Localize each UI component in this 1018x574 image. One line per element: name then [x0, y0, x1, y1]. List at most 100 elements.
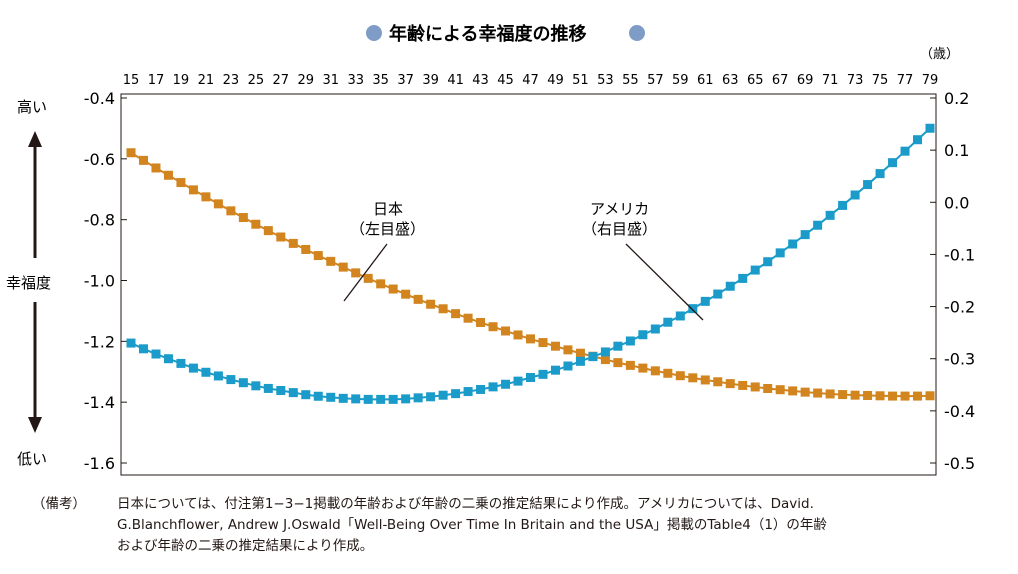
x-tick-label: 19 — [173, 73, 190, 88]
data-point — [825, 389, 835, 399]
side-label-high: 高い — [17, 98, 47, 116]
data-point — [600, 355, 610, 365]
data-point — [600, 347, 610, 357]
data-point — [138, 344, 148, 354]
data-point — [351, 394, 361, 404]
series-usa — [126, 123, 935, 404]
data-point — [538, 369, 548, 379]
data-point — [725, 281, 735, 291]
note-text: 日本については、付注第1−3−1掲載の年齢および年齢の二乗の推定結果により作成。… — [117, 494, 997, 557]
data-point — [488, 382, 498, 392]
x-tick-label: 35 — [372, 73, 389, 88]
side-label-mid: 幸福度 — [6, 274, 51, 292]
data-point — [613, 358, 623, 368]
data-point — [363, 394, 373, 404]
data-point — [126, 338, 136, 348]
data-point — [388, 284, 398, 294]
data-point — [863, 390, 873, 400]
series-line — [130, 127, 931, 401]
data-point — [163, 354, 173, 364]
data-point — [888, 391, 898, 401]
left-tick-label: -1.6 — [84, 454, 115, 473]
x-tick-label: 61 — [697, 73, 714, 88]
data-point — [251, 219, 261, 229]
data-point — [850, 390, 860, 400]
data-point — [276, 386, 286, 396]
x-tick-label: 41 — [447, 73, 464, 88]
chart-title: 年齢による幸福度の推移 — [389, 23, 586, 45]
x-tick-label: 45 — [497, 73, 514, 88]
data-point — [550, 365, 560, 375]
annotation-japan-axis: （左目盛） — [350, 220, 425, 238]
data-point — [376, 279, 386, 289]
data-point — [413, 294, 423, 304]
data-point — [788, 386, 798, 396]
data-point — [650, 324, 660, 334]
data-point — [126, 148, 136, 158]
data-point — [725, 379, 735, 389]
data-point — [201, 367, 211, 377]
data-point — [463, 387, 473, 397]
x-tick-label: 63 — [722, 73, 739, 88]
data-point — [288, 388, 298, 398]
data-point — [763, 257, 773, 267]
data-point — [351, 268, 361, 278]
data-point — [213, 371, 223, 381]
data-point — [526, 334, 535, 344]
data-point — [426, 299, 436, 309]
data-point — [188, 185, 198, 195]
data-point — [563, 345, 573, 355]
x-tick-label: 17 — [148, 73, 165, 88]
left-tick-label: -1.0 — [84, 272, 115, 291]
x-tick-label: 21 — [198, 73, 215, 88]
data-point — [675, 371, 685, 381]
x-tick-label: 15 — [123, 73, 140, 88]
x-tick-label: 39 — [422, 73, 439, 88]
data-point — [288, 238, 298, 248]
data-point — [476, 317, 486, 327]
x-tick-label: 69 — [797, 73, 814, 88]
data-point — [750, 382, 760, 392]
data-point — [426, 392, 436, 402]
data-point — [913, 135, 923, 145]
note-line: G.Blanchflower, Andrew J.Oswald「Well-Bei… — [117, 517, 827, 533]
title-dot-right — [629, 25, 645, 41]
data-point — [575, 348, 585, 358]
data-point — [788, 239, 798, 249]
x-tick-label: 77 — [897, 73, 914, 88]
data-point — [451, 389, 461, 399]
data-point — [338, 262, 348, 272]
side-label-low: 低い — [17, 450, 47, 468]
x-tick-label: 65 — [747, 73, 764, 88]
right-tick-label: -0.1 — [944, 245, 975, 264]
left-tick-label: -0.4 — [84, 89, 115, 108]
data-point — [738, 380, 748, 390]
data-point — [713, 377, 723, 387]
data-point — [338, 393, 348, 403]
left-axis-ticks: -0.4 -0.6 -0.8 -1.0 -1.2 -1.4 -1.6 — [84, 89, 127, 473]
data-point — [875, 391, 885, 401]
annotation-usa-name: アメリカ — [590, 200, 649, 218]
data-point — [176, 358, 186, 368]
data-point — [138, 155, 148, 165]
right-axis-ticks: 0.2 0.1 0.0 -0.1 -0.2 -0.3 -0.4 -0.5 — [930, 89, 975, 473]
data-point — [376, 394, 386, 404]
data-point — [326, 392, 336, 402]
data-point — [913, 391, 923, 401]
x-tick-label: 75 — [872, 73, 889, 88]
data-point — [226, 375, 236, 385]
data-point — [613, 341, 623, 351]
data-point — [900, 146, 910, 156]
data-point — [663, 368, 673, 378]
data-point — [850, 190, 860, 200]
annotation-japan-name: 日本 — [373, 200, 403, 218]
series-japan — [126, 148, 935, 401]
right-tick-label: 0.0 — [944, 193, 969, 212]
data-point — [800, 230, 810, 240]
data-point — [188, 363, 198, 373]
data-point — [838, 200, 848, 210]
data-point — [238, 378, 248, 388]
x-tick-label: 57 — [647, 73, 664, 88]
data-point — [825, 210, 835, 220]
right-tick-label: 0.2 — [944, 89, 969, 108]
